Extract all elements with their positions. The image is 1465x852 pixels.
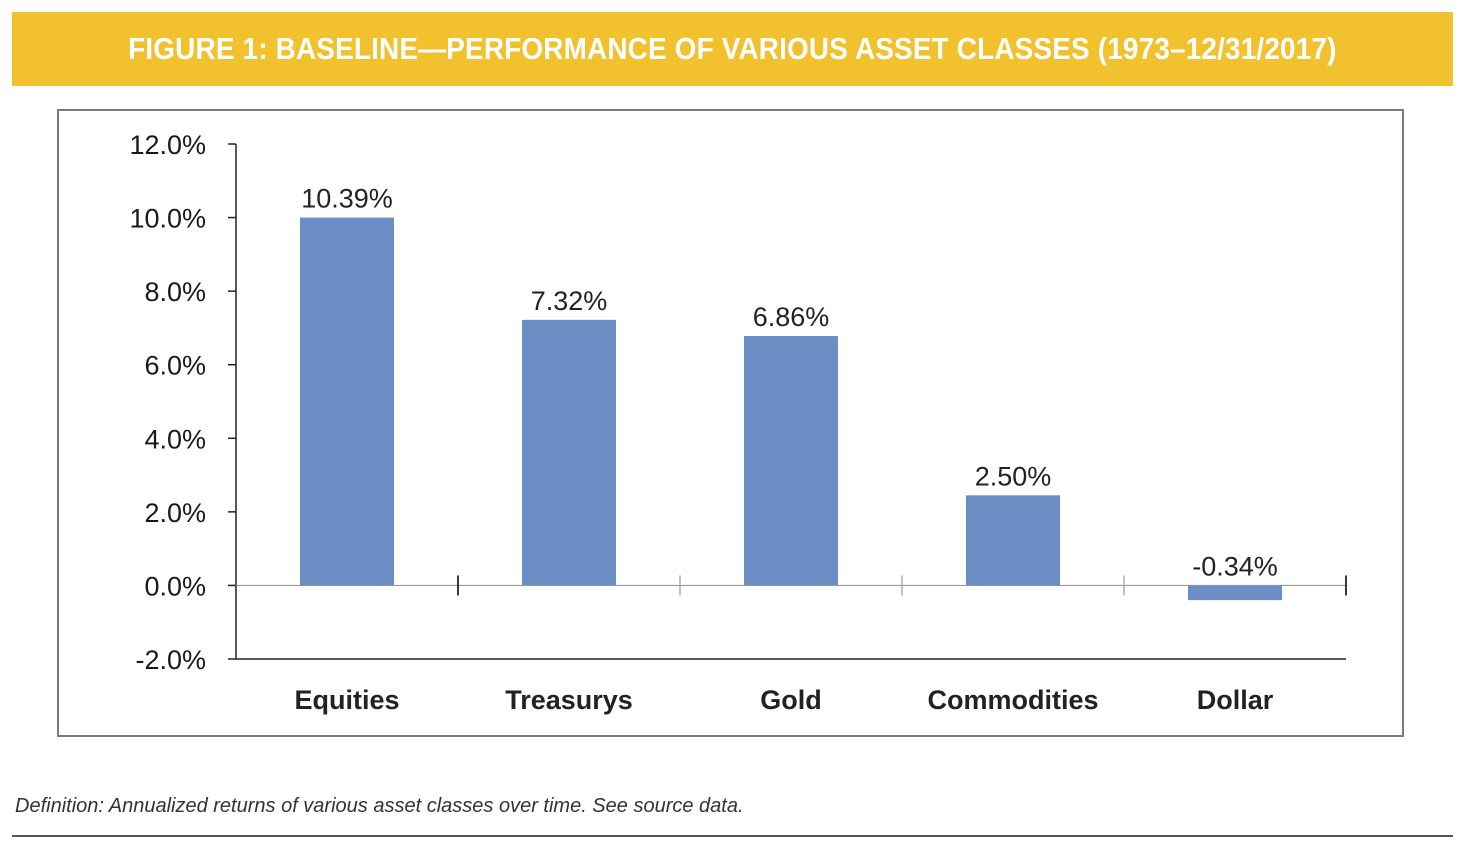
y-tick-label: -2.0% (135, 645, 206, 675)
bar-commodities (966, 495, 1060, 586)
category-label: Commodities (927, 685, 1098, 715)
y-tick-label: 2.0% (144, 498, 206, 528)
category-label: Equities (294, 685, 399, 715)
bar-gold (744, 336, 838, 586)
y-tick-label: 8.0% (144, 277, 206, 307)
data-label: 10.39% (301, 184, 393, 214)
chart-frame: 12.0% 10.0% 8.0% 6.0% 4.0% 2.0% 0.0% -2.0% 10.3… (57, 109, 1404, 737)
category-label: Dollar (1197, 685, 1274, 715)
y-tick-label: 6.0% (144, 351, 206, 381)
bar-equities (300, 217, 394, 586)
data-label: 7.32% (531, 286, 608, 316)
bar-dollar (1188, 585, 1282, 601)
category-label: Treasurys (505, 685, 633, 715)
y-tick-label: 0.0% (144, 571, 206, 601)
bar-treasurys (522, 319, 616, 586)
definition-note: Definition: Annualized returns of variou… (15, 795, 744, 817)
footer-divider (12, 835, 1453, 837)
y-tick-label: 10.0% (129, 204, 206, 234)
data-label: 6.86% (753, 302, 830, 332)
category-label: Gold (760, 685, 822, 715)
figure-title: FIGURE 1: BASELINE—PERFORMANCE OF VARIOU… (128, 31, 1337, 66)
y-tick-label: 12.0% (129, 130, 206, 160)
figure-banner: FIGURE 1: BASELINE—PERFORMANCE OF VARIOU… (12, 12, 1453, 86)
data-label: -0.34% (1192, 551, 1278, 581)
bar-chart: 12.0% 10.0% 8.0% 6.0% 4.0% 2.0% 0.0% -2.0% 10.3… (129, 130, 1347, 715)
y-tick-label: 4.0% (144, 424, 206, 454)
data-label: 2.50% (975, 461, 1052, 491)
